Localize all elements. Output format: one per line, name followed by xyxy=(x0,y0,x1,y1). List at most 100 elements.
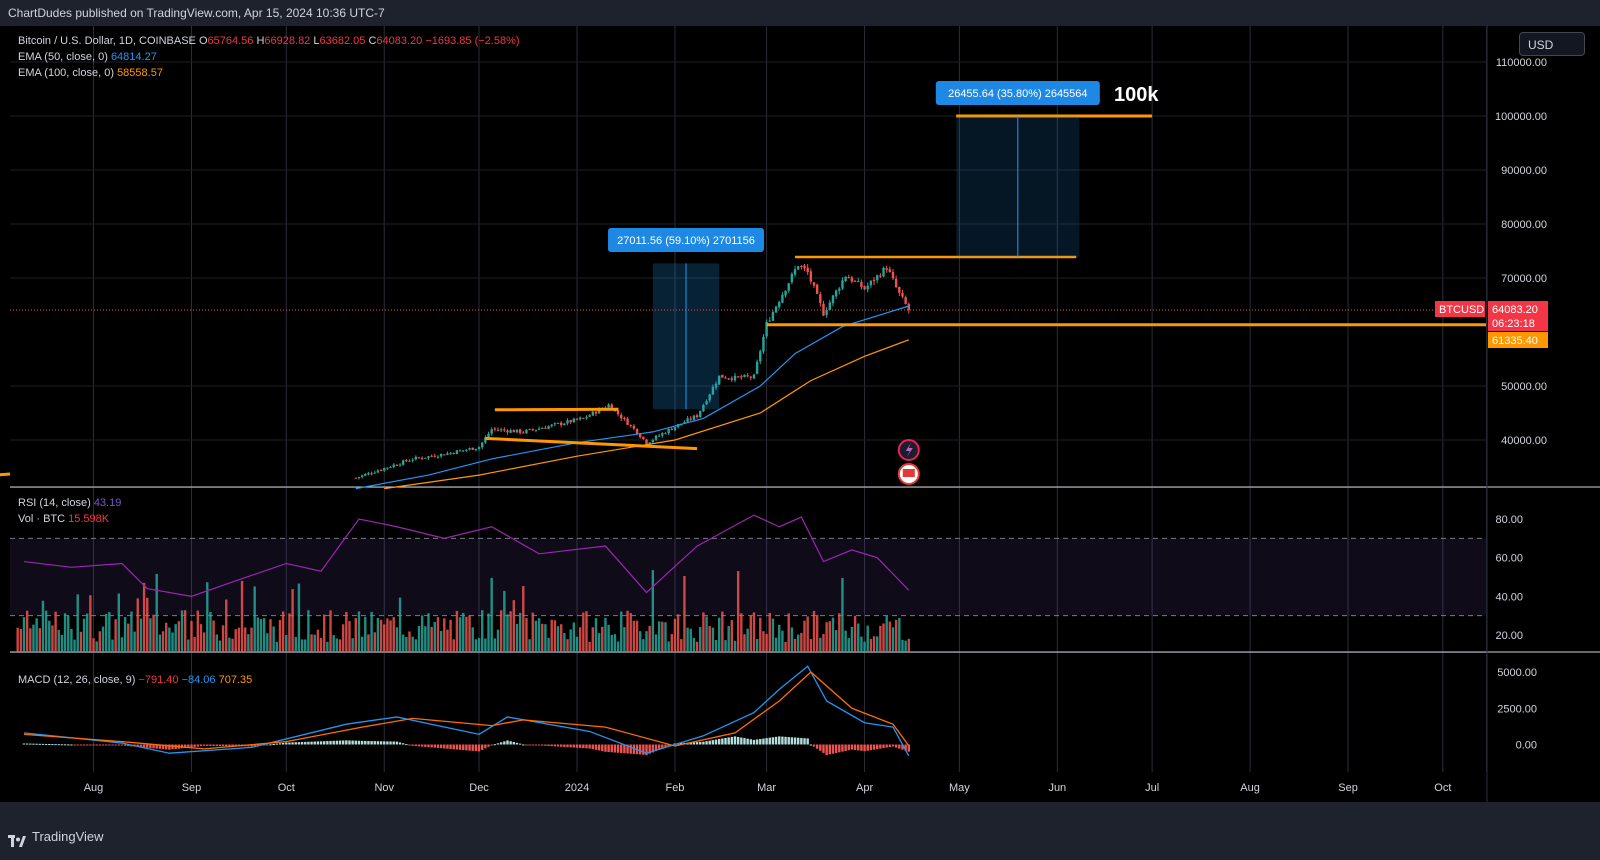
candle-body xyxy=(639,434,642,438)
rsi-axis-label: 60.00 xyxy=(1495,553,1523,565)
histogram-bar xyxy=(294,742,297,745)
histogram-bar xyxy=(281,742,285,745)
candle-body xyxy=(582,417,585,419)
volume-bar xyxy=(616,641,620,652)
histogram-bar xyxy=(389,741,392,745)
histogram-bar xyxy=(667,744,670,747)
histogram-bar xyxy=(834,744,838,753)
currency-button[interactable]: USD xyxy=(1519,32,1585,56)
ema50-label[interactable]: EMA (50, close, 0) xyxy=(18,51,108,63)
volume-bar xyxy=(468,615,471,652)
high-value: 66928.82 xyxy=(264,35,311,47)
symbol-label[interactable]: Bitcoin / U.S. Dollar, 1D, COINBASE xyxy=(18,35,196,47)
histogram-bar xyxy=(79,744,83,746)
histogram-bar xyxy=(158,744,162,749)
histogram-bar xyxy=(439,744,443,749)
volume-bar xyxy=(174,624,177,652)
tradingview-logo-icon[interactable] xyxy=(8,830,26,847)
volume-bar xyxy=(35,618,38,652)
histogram-bar xyxy=(822,744,825,753)
volume-bar xyxy=(759,617,762,652)
volume-bar xyxy=(815,614,819,652)
volume-bar xyxy=(108,612,111,652)
candle-body xyxy=(721,374,724,378)
ema100-label[interactable]: EMA (100, close, 0) xyxy=(18,67,114,79)
volume-bar xyxy=(281,611,285,652)
candle-body xyxy=(632,425,636,429)
volume-bar xyxy=(278,619,282,652)
volume-bar xyxy=(834,630,838,652)
candle-body xyxy=(357,476,361,478)
candle-body xyxy=(860,281,863,288)
histogram-bar xyxy=(114,744,117,746)
histogram-bar xyxy=(307,741,310,745)
volume-bar xyxy=(490,577,493,652)
histogram-bar xyxy=(278,743,282,745)
signal-line xyxy=(23,671,910,750)
price-axis-label: 80000.00 xyxy=(1501,219,1547,231)
volume-bar xyxy=(515,623,519,652)
rsi-axis-label: 20.00 xyxy=(1495,630,1523,642)
histogram-bar xyxy=(572,744,576,748)
candle-body xyxy=(515,429,519,433)
volume-bar xyxy=(44,610,48,652)
histogram-bar xyxy=(360,740,364,745)
time-axis-label: Apr xyxy=(856,782,873,794)
volume-bar xyxy=(420,615,424,652)
candle-body xyxy=(474,448,478,451)
volume-bar xyxy=(155,573,158,652)
footer-brand[interactable]: TradingView xyxy=(32,829,104,844)
candle-body xyxy=(869,280,873,286)
histogram-bar xyxy=(585,744,588,749)
candle-body xyxy=(620,414,623,419)
volume-bar xyxy=(667,641,670,652)
candle-body xyxy=(446,453,449,455)
candle-body xyxy=(686,418,689,422)
volume-bar xyxy=(550,619,553,652)
volume-bar xyxy=(588,641,591,652)
rsi-label[interactable]: RSI (14, close) xyxy=(18,497,91,509)
histogram-bar xyxy=(642,744,645,755)
candle-body xyxy=(759,351,762,362)
histogram-bar xyxy=(139,744,143,748)
volume-bar xyxy=(202,632,206,652)
candle-body xyxy=(424,457,427,459)
time-axis-label: Jul xyxy=(1145,782,1159,794)
macd-axis-label: 2500.00 xyxy=(1497,703,1537,715)
volume-bar xyxy=(626,610,629,652)
volume-bar xyxy=(262,618,266,652)
volume-bar xyxy=(398,597,402,652)
histogram-bar xyxy=(620,744,623,754)
volume-bar xyxy=(831,617,835,652)
low-value: 63682.05 xyxy=(319,35,366,47)
candle-body xyxy=(550,424,553,427)
candle-body xyxy=(740,376,743,378)
volume-bar xyxy=(38,628,41,652)
histogram-bar xyxy=(894,744,898,748)
volume-bar xyxy=(370,611,373,652)
volume-bar xyxy=(60,634,64,652)
histogram-bar xyxy=(41,743,45,745)
open-label: O xyxy=(198,35,208,47)
volume-bar xyxy=(474,639,478,652)
volume-label[interactable]: Vol · BTC xyxy=(18,513,66,525)
candle-body xyxy=(405,460,408,462)
histogram-bar xyxy=(234,744,237,747)
macd-label[interactable]: MACD (12, 26, close, 9) xyxy=(18,674,136,686)
volume-bar xyxy=(752,612,756,652)
histogram-bar xyxy=(127,744,130,747)
histogram-bar xyxy=(569,744,572,748)
candle-body xyxy=(812,282,816,286)
volume-bar xyxy=(51,625,54,652)
volume-bar xyxy=(319,638,323,652)
volume-bar xyxy=(838,613,841,652)
histogram-bar xyxy=(335,740,339,745)
close-label: C xyxy=(368,35,377,47)
candle-body xyxy=(730,378,734,380)
histogram-bar xyxy=(541,744,544,746)
volume-bars xyxy=(16,570,910,652)
histogram-bar xyxy=(705,741,708,745)
candle-body xyxy=(727,378,730,380)
histogram-bar xyxy=(869,744,873,751)
